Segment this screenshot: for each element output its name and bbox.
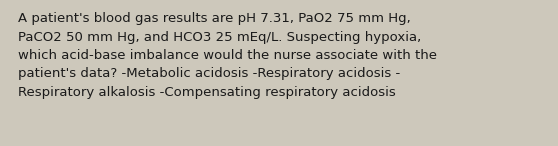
Text: A patient's blood gas results are pH 7.31, PaO2 75 mm Hg,
PaCO2 50 mm Hg, and HC: A patient's blood gas results are pH 7.3… xyxy=(18,12,437,99)
